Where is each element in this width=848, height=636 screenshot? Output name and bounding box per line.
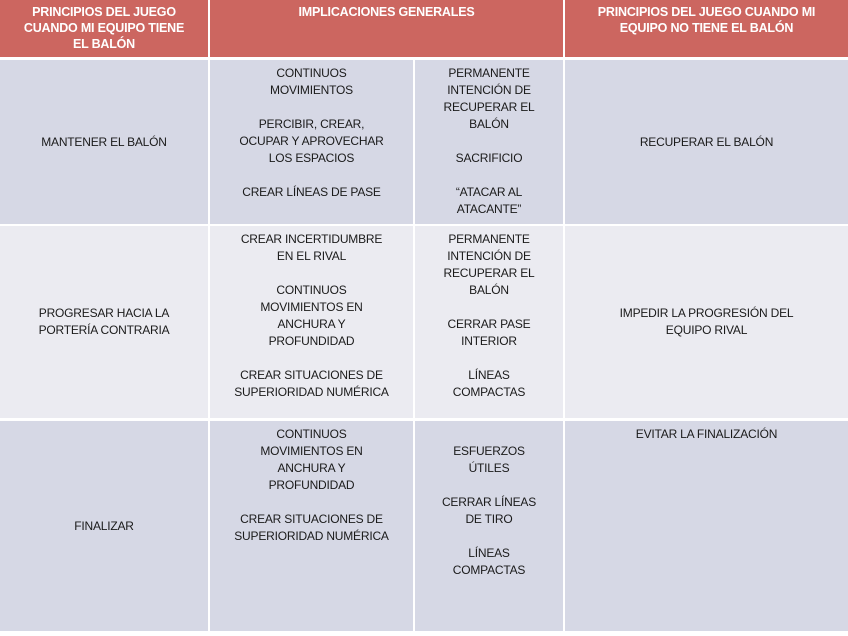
implications-defense-cell: PERMANENTE INTENCIÓN DE RECUPERAR EL BAL… [415, 60, 563, 224]
cell-text: FINALIZAR [74, 518, 134, 533]
header-general-implications: IMPLICACIONES GENERALES [210, 0, 563, 57]
defense-principle-cell: IMPEDIR LA PROGRESIÓN DEL EQUIPO RIVAL [565, 226, 848, 418]
implications-attack-cell: CONTINUOS MOVIMIENTOS EN ANCHURA Y PROFU… [210, 421, 413, 631]
implications-attack-cell: CONTINUOS MOVIMIENTOS PERCIBIR, CREAR, OC… [210, 60, 413, 224]
cell-text: ESFUERZOS ÚTILES [453, 444, 525, 475]
cell-text: PERCIBIR, CREAR, OCUPAR Y APROVECHAR LOS… [239, 117, 384, 165]
cell-text: LÍNEAS COMPACTAS [452, 368, 526, 399]
defense-principle-cell: EVITAR LA FINALIZACIÓN [565, 421, 848, 631]
attack-principle-cell: MANTENER EL BALÓN [0, 60, 208, 224]
attack-principle-cell: PROGRESAR HACIA LA PORTERÍA CONTRARIA [0, 226, 208, 418]
cell-text: CERRAR PASE INTERIOR [447, 317, 531, 348]
header-defense-principles: PRINCIPIOS DEL JUEGO CUANDO MI EQUIPO NO… [565, 0, 848, 57]
cell-text: CREAR LÍNEAS DE PASE [242, 185, 381, 199]
attack-principle-cell: FINALIZAR [0, 421, 208, 631]
implications-defense-cell: ESFUERZOS ÚTILES CERRAR LÍNEAS DE TIRO LÍN… [415, 421, 563, 631]
cell-text: IMPEDIR LA PROGRESIÓN DEL EQUIPO RIVAL [619, 306, 794, 337]
implications-defense-cell: PERMANENTE INTENCIÓN DE RECUPERAR EL BAL… [415, 226, 563, 418]
implications-attack-cell: CREAR INCERTIDUMBRE EN EL RIVAL CONTINUOS… [210, 226, 413, 418]
cell-text: CONTINUOS MOVIMIENTOS EN ANCHURA Y PROFU… [260, 427, 363, 492]
cell-text: PROGRESAR HACIA LA PORTERÍA CONTRARIA [38, 306, 170, 337]
cell-text: CREAR INCERTIDUMBRE EN EL RIVAL [240, 232, 383, 263]
cell-text: “ATACAR AL ATACANTE” [455, 185, 523, 216]
cell-text: MANTENER EL BALÓN [41, 134, 167, 149]
cell-text: RECUPERAR EL BALÓN [639, 134, 774, 149]
cell-text: PERMANENTE INTENCIÓN DE RECUPERAR EL BAL… [443, 66, 535, 131]
header-text: IMPLICACIONES GENERALES [298, 5, 475, 19]
cell-text: CONTINUOS MOVIMIENTOS [270, 66, 353, 97]
defense-principle-cell: RECUPERAR EL BALÓN [565, 60, 848, 224]
cell-text: LÍNEAS COMPACTAS [452, 546, 526, 577]
cell-text: EVITAR LA FINALIZACIÓN [635, 427, 778, 441]
cell-text: CREAR SITUACIONES DE SUPERIORIDAD NUMÉRI… [234, 368, 389, 399]
cell-text: CONTINUOS MOVIMIENTOS EN ANCHURA Y PROFU… [260, 283, 363, 348]
cell-text: PERMANENTE INTENCIÓN DE RECUPERAR EL BAL… [443, 232, 535, 297]
cell-text: CREAR SITUACIONES DE SUPERIORIDAD NUMÉRI… [234, 512, 389, 543]
cell-text: SACRIFICIO [455, 151, 523, 165]
header-attack-principles: PRINCIPIOS DEL JUEGO CUANDO MI EQUIPO TI… [0, 0, 208, 57]
header-text: PRINCIPIOS DEL JUEGO CUANDO MI EQUIPO TI… [23, 5, 185, 51]
cell-text: CERRAR LÍNEAS DE TIRO [441, 495, 537, 526]
header-text: PRINCIPIOS DEL JUEGO CUANDO MI EQUIPO NO… [597, 5, 816, 35]
